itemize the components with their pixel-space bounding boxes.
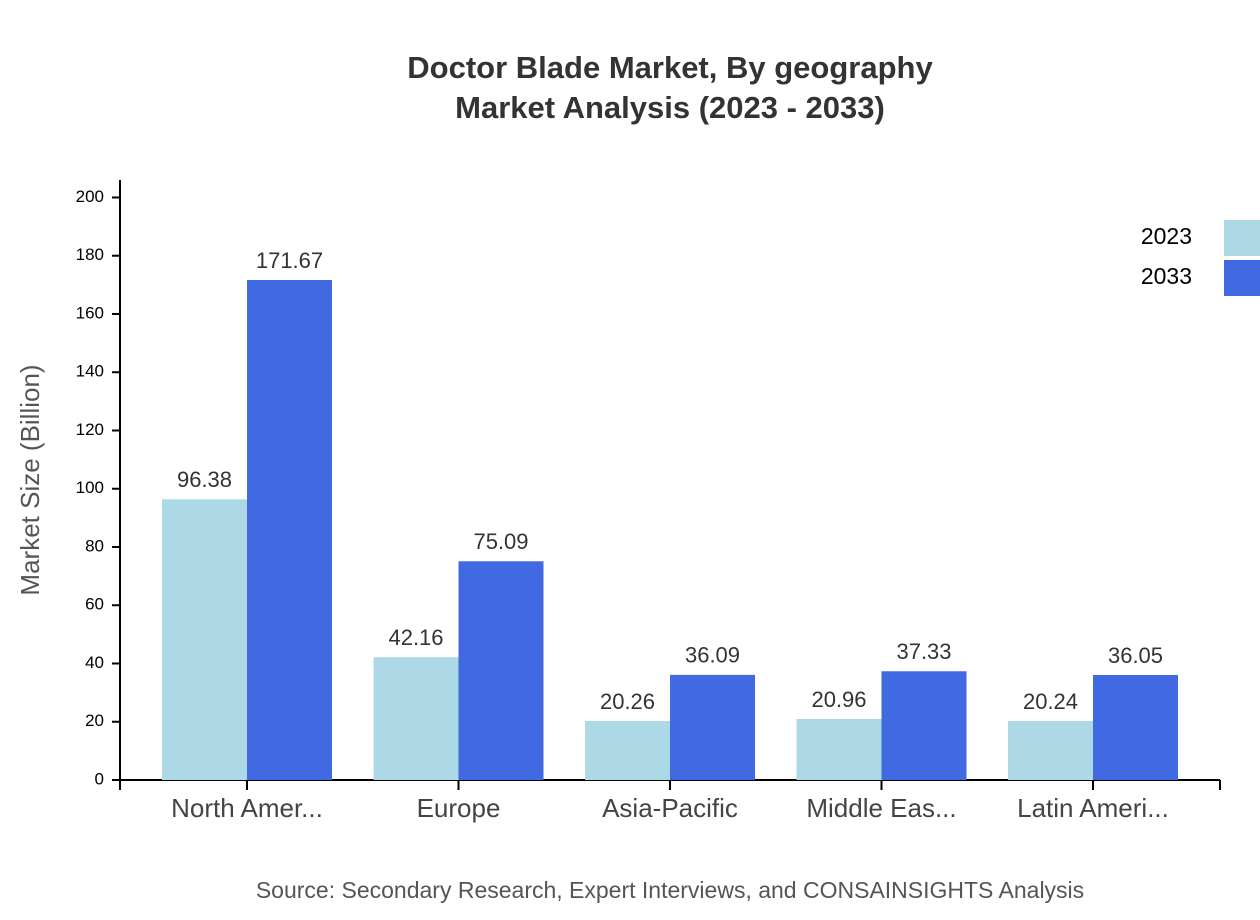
value-label: 36.09	[685, 643, 740, 668]
x-tick-label: Asia-Pacific	[602, 793, 738, 823]
bar	[458, 561, 544, 780]
legend-swatch	[1224, 220, 1260, 256]
value-label: 42.16	[388, 625, 443, 650]
value-label: 20.96	[811, 687, 866, 712]
legend-label: 2033	[1141, 263, 1192, 289]
y-tick-label: 160	[76, 303, 104, 322]
bar	[796, 718, 882, 780]
value-label: 171.67	[256, 248, 323, 273]
bar	[373, 657, 459, 780]
chart-subtitle: Market Analysis (2023 - 2033)	[455, 90, 885, 125]
bar	[670, 674, 755, 780]
value-label: 75.09	[473, 529, 528, 554]
y-tick-label: 0	[95, 769, 104, 788]
value-label: 96.38	[177, 467, 232, 492]
y-tick-label: 100	[76, 478, 104, 497]
source: Source: Secondary Research, Expert Inter…	[256, 877, 1084, 903]
bar	[1093, 675, 1178, 780]
bar	[585, 720, 670, 780]
y-tick-label: 80	[85, 536, 104, 555]
y-tick-label: 40	[85, 653, 104, 672]
bar	[1008, 721, 1093, 780]
y-tick-label: 140	[76, 362, 104, 381]
y-tick-label: 180	[76, 245, 104, 264]
bar	[247, 279, 332, 780]
chart-title: Doctor Blade Market, By geography	[407, 50, 933, 85]
bar	[162, 499, 247, 780]
value-label: 20.26	[600, 689, 655, 714]
x-tick-label: Middle Eas...	[806, 793, 956, 823]
value-label: 20.24	[1023, 689, 1078, 714]
y-tick-label: 200	[76, 187, 104, 206]
y-tick-label: 20	[85, 711, 104, 730]
value-label: 37.33	[896, 639, 951, 664]
x-tick-label: Latin Ameri...	[1017, 793, 1169, 823]
x-tick-label: Europe	[417, 793, 501, 823]
value-label: 36.05	[1108, 643, 1163, 668]
legend-swatch	[1224, 260, 1260, 296]
y-tick-label: 60	[85, 595, 104, 614]
y-tick-label: 120	[76, 420, 104, 439]
x-tick-label: North Amer...	[171, 793, 323, 823]
y-axis-label: Market Size (Billion)	[15, 364, 45, 595]
bar	[881, 671, 967, 780]
legend-label: 2023	[1141, 223, 1192, 249]
